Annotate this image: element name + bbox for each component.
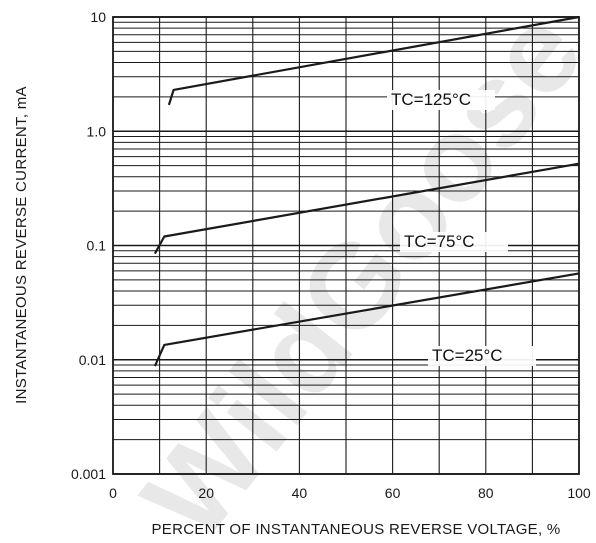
watermark-layer: WildGoose bbox=[117, 0, 596, 543]
grid-layer bbox=[112, 16, 580, 475]
watermark-text: WildGoose bbox=[117, 0, 596, 543]
x-tick-label: 40 bbox=[292, 485, 308, 501]
x-tick-label: 100 bbox=[567, 485, 591, 501]
x-tick-label: 80 bbox=[478, 485, 494, 501]
y-tick-label: 0.001 bbox=[71, 466, 106, 482]
y-tick-label: 0.1 bbox=[87, 238, 107, 254]
x-tick-label: 60 bbox=[385, 485, 401, 501]
x-axis-label: PERCENT OF INSTANTANEOUS REVERSE VOLTAGE… bbox=[151, 521, 560, 538]
series-label: TC=125°C bbox=[391, 90, 471, 109]
series-layer: TC=125°C TC=75°C TC=25°C bbox=[153, 15, 580, 367]
x-tick-label: 20 bbox=[198, 485, 214, 501]
series-label-bg bbox=[387, 90, 495, 110]
series-label-bg bbox=[400, 232, 508, 252]
series-line bbox=[167, 15, 580, 106]
tick-layer: 0 20 40 60 80 100 0.001 0.01 0.1 1.0 10 bbox=[71, 9, 591, 501]
series-label-bg bbox=[428, 346, 536, 366]
plot-frame bbox=[112, 16, 580, 475]
y-tick-label: 10 bbox=[90, 9, 106, 25]
x-tick-label: 0 bbox=[109, 485, 117, 501]
series-label: TC=75°C bbox=[404, 232, 475, 251]
series-line bbox=[153, 272, 580, 367]
y-tick-label: 0.01 bbox=[79, 352, 106, 368]
series-line bbox=[153, 162, 580, 255]
y-axis-label: INSTANTANEOUS REVERSE CURRENT, mA bbox=[13, 86, 30, 404]
series-label: TC=25°C bbox=[432, 346, 503, 365]
y-tick-label: 1.0 bbox=[87, 123, 107, 139]
